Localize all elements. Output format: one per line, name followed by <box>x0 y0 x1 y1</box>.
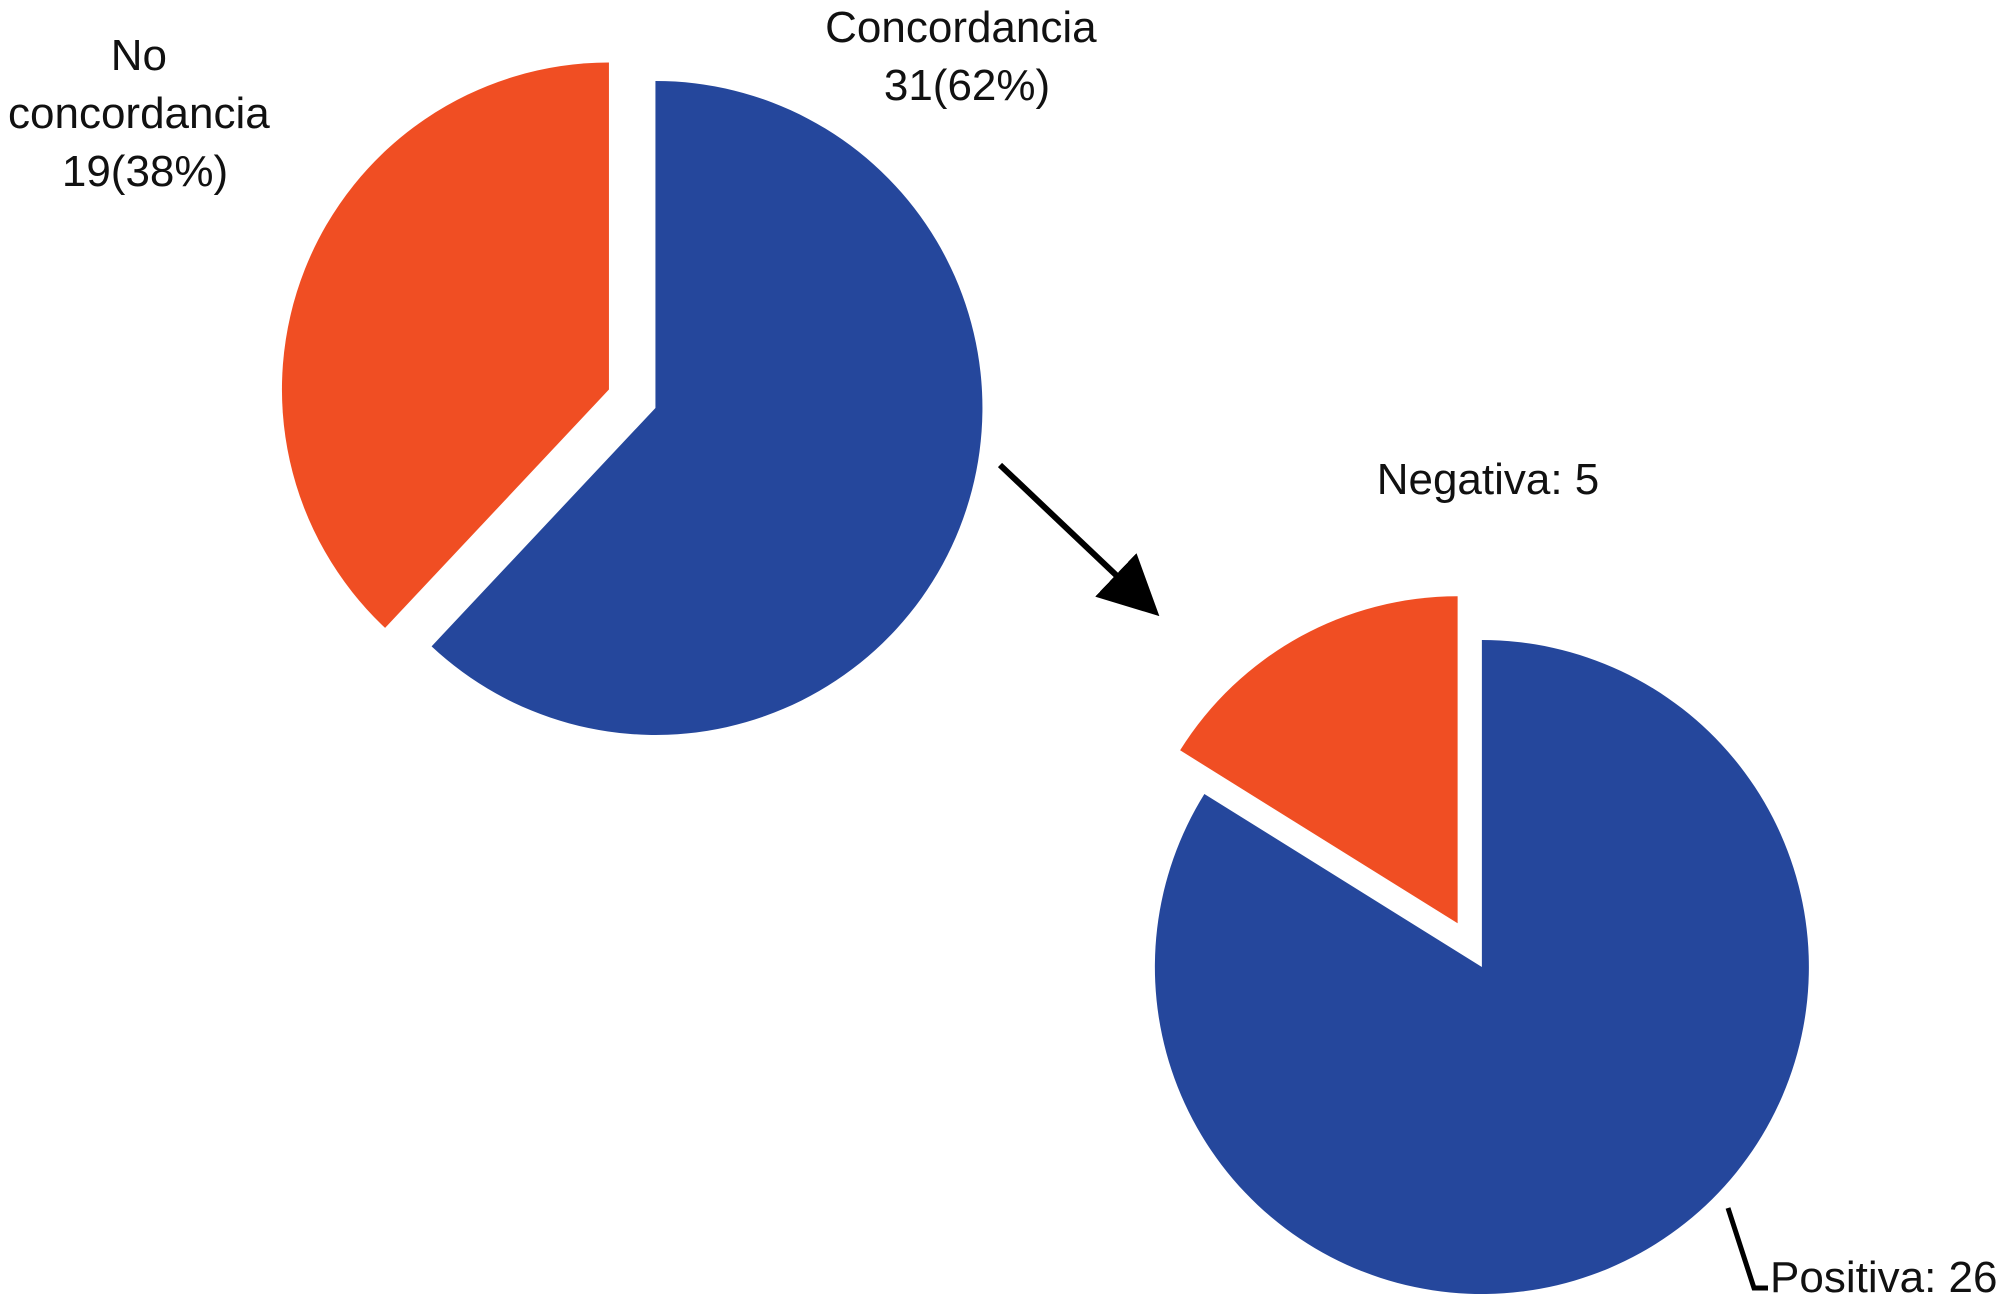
pie-slice-concordancia <box>431 80 983 735</box>
slice-label-negativa: Negativa: 5 <box>1377 455 1600 504</box>
pie-chart-breakdown <box>1154 596 1809 1294</box>
leader-line-positiva <box>1725 1207 1768 1291</box>
pie-slice-no-concordancia <box>281 62 609 628</box>
slice-label-concordancia: Concordancia 31(62%) <box>825 3 1109 110</box>
pie-chart-concordance <box>281 62 983 735</box>
pie-slice-negativa <box>1180 596 1458 924</box>
pie-slice-positiva <box>1154 639 1809 1294</box>
slice-label-no-concordancia: No concordancia 19(38%) <box>8 31 282 196</box>
slice-label-positiva: Positiva: 26 <box>1770 1253 1997 1302</box>
arrow-connector <box>997 462 1160 617</box>
